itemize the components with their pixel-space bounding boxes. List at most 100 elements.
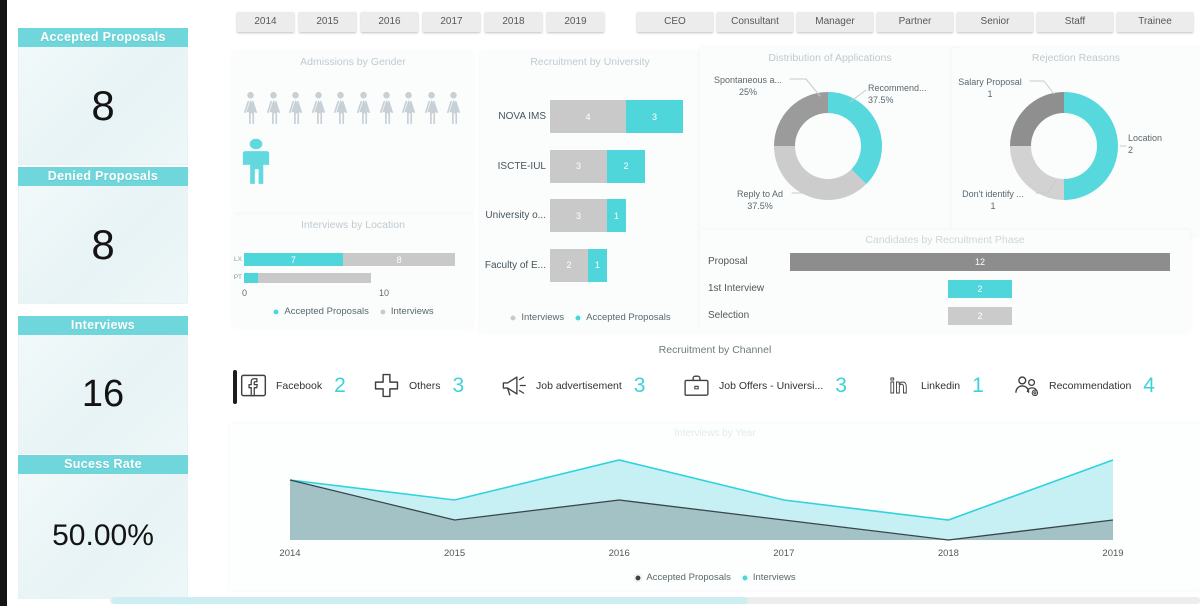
university-bar-interviews[interactable]: 2 [550,248,588,282]
bar-value-label: 2 [623,161,629,171]
role-filter-partner[interactable]: Partner [877,12,953,32]
linkedin-icon: in [889,376,908,399]
funnel-bar-1st-interview[interactable]: 2 [948,280,1012,298]
university-bar-accepted[interactable]: 2 [607,149,645,183]
donut-label-text: Salary Proposal [958,77,1022,87]
location-bar-accepted[interactable]: 7 [244,253,343,266]
rejection-reasons-panel: Rejection Reasons Salary Proposal 1 Locati… [952,48,1200,236]
year-filter-2018[interactable]: 2018 [485,12,542,32]
x-axis-year-label: 2019 [1102,548,1124,559]
channel-item-job-advertisement[interactable]: Job advertisement 3 [500,372,645,399]
vertical-scrollbar-thumb[interactable] [233,370,237,404]
megaphone-handle [506,387,511,396]
location-bar-interviews[interactable] [258,273,371,283]
kpi-card-value: 8 [91,81,115,129]
bar-value-label: 4 [585,111,591,122]
bar-value-label: 1 [594,260,600,270]
legend-item[interactable]: Interviews [378,306,434,317]
people-icon [1015,376,1039,396]
channel-label: Job advertisement [536,379,622,392]
legend-item[interactable]: Interviews [509,312,564,323]
year-filter-2017[interactable]: 2017 [423,12,480,32]
role-filter-manager[interactable]: Manager [797,12,873,32]
channel-item-recommendation[interactable]: Recommendation 4 [1013,372,1155,399]
role-filter-ceo[interactable]: CEO [637,12,713,32]
channel-item-others[interactable]: Others 3 [373,372,464,399]
channel-item-linkedin[interactable]: in Linkedin 1 [885,372,984,399]
funnel-bar-proposal[interactable]: 12 [790,253,1170,271]
briefcase-latch [694,385,699,390]
donut-label-spontaneous-a-: Spontaneous a... 25% [708,74,788,98]
donut-slice-spontaneous-a-[interactable] [774,92,828,146]
university-bar-interviews[interactable]: 4 [550,100,626,133]
woman-arms [356,100,371,114]
year-filter-2016[interactable]: 2016 [361,12,418,32]
woman-icon [402,91,416,124]
bar-value-label: 1 [613,210,619,221]
funnel-bar-selection[interactable]: 2 [948,307,1012,325]
label-leader-line [789,78,821,97]
channel-count: 3 [835,373,847,397]
legend-item[interactable]: Interviews [740,572,796,583]
university-bar-accepted[interactable]: 1 [607,199,626,232]
channel-count: 4 [1143,373,1155,397]
accepted-line [289,479,1114,541]
linkedin-in-glyph: in [890,376,908,398]
interviews-area[interactable] [290,460,1113,540]
legend-item[interactable]: Accepted Proposals [272,306,369,317]
donut-label-value: 1 [990,201,996,211]
donut-slice-location[interactable] [1064,92,1118,200]
legend-label: Interviews [521,312,565,323]
location-bar-accepted[interactable] [244,273,259,283]
year-filter-2019[interactable]: 2019 [547,12,604,32]
channel-item-facebook[interactable]: Facebook 2 [240,372,346,399]
yearly-legend: Accepted Proposals Interviews [230,572,1200,583]
person-two [1026,378,1038,393]
kpi-card-body: 16 [18,335,188,454]
university-bar-accepted[interactable]: 3 [626,100,683,133]
donut-label-value: 37.5% [747,201,773,211]
donut-label-value: 25% [738,87,757,97]
interviews-by-location-panel: Interviews by Location LX 7 8 PT 0 10 Accepted… [233,215,473,327]
role-filter-consultant[interactable]: Consultant [717,12,793,32]
university-bar-interviews[interactable]: 3 [550,199,607,232]
legend-item[interactable]: Accepted Proposals [634,572,731,583]
horizontal-scrollbar-thumb[interactable] [112,597,748,604]
channel-item-job-offers-universi-[interactable]: Job Offers - Universi... 3 [683,372,847,399]
role-filter-trainee[interactable]: Trainee [1117,12,1193,32]
kpi-card-title: Denied Proposals [18,167,188,186]
location-bar-interviews[interactable]: 8 [342,253,456,266]
year-filter-2014[interactable]: 2014 [237,12,294,32]
x-axis-year-label: 2018 [937,548,959,559]
x-axis-year-label: 2016 [608,548,630,559]
donut-slice-don-t-identify-[interactable] [1010,146,1064,200]
university-bar-accepted[interactable]: 1 [588,248,607,282]
university-bar-interviews[interactable]: 3 [550,149,607,183]
donut-label-reply-to-ad: Reply to Ad 37.5% [720,188,800,212]
bar-value-label: 2 [566,260,572,270]
woman-arms [379,100,393,114]
role-filter-staff[interactable]: Staff [1037,12,1113,32]
sound-lines [518,376,526,394]
donut-slice-salary-proposal[interactable] [1010,92,1064,146]
role-filter-row: CEO Consultant Manager Partner Senior Staff Tr… [637,12,1197,32]
role-filter-senior[interactable]: Senior [957,12,1033,32]
donut-slice-reply-to-ad[interactable] [774,146,867,200]
woman-arms [447,100,461,114]
legend-item[interactable]: Accepted Proposals [574,312,671,323]
year-filter-row: 2014 2015 2016 2017 2018 2019 [237,12,607,32]
year-filter-2015[interactable]: 2015 [299,12,356,32]
woman-icon [266,91,280,124]
university-legend: Interviews Accepted Proposals [480,312,700,323]
woman-silhouette [268,91,280,124]
funnel-phase-label: 1st Interview [708,283,765,294]
candidates-by-phase-panel: Candidates by Recruitment Phase Proposal… [700,230,1190,332]
kpi-card-1: Denied Proposals 8 [18,167,188,304]
distribution-of-applications-panel: Distribution of Applications Spontaneous… [700,48,960,236]
donut-slice-recommend-[interactable] [828,92,882,185]
location-legend: Accepted Proposals Interviews [233,306,473,317]
woman-arms [334,100,348,114]
kpi-card-0: Accepted Proposals 8 [18,28,188,165]
university-chart-title: Recruitment by University [530,56,650,68]
channel-count: 1 [972,373,984,397]
